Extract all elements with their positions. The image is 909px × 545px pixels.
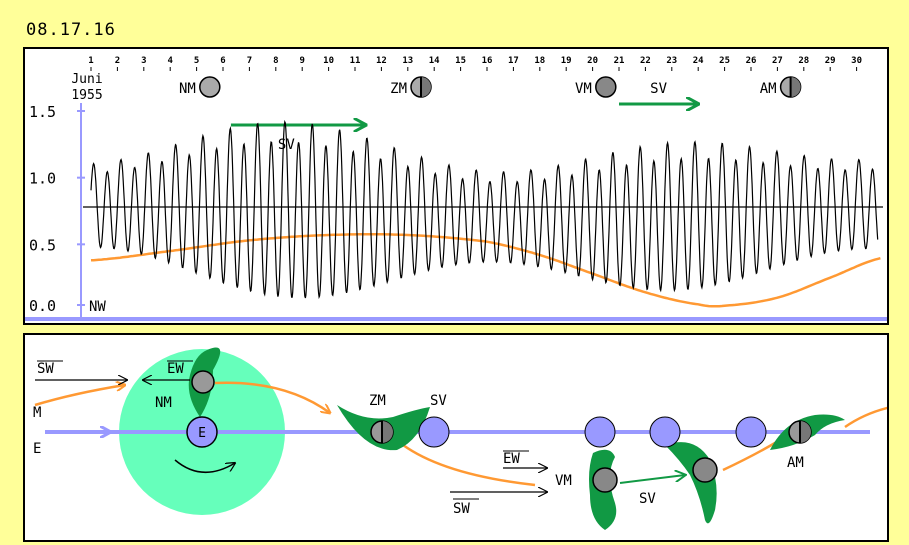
label-am: AM <box>787 455 804 471</box>
day-tick-label: 18 <box>534 56 545 66</box>
label-nm: NM <box>155 395 172 411</box>
moon-path-5 <box>844 406 887 429</box>
day-tick-label: 8 <box>273 56 278 66</box>
moon-phase-label: ZM <box>390 81 407 97</box>
label-m: M <box>33 405 41 421</box>
earth-position-1 <box>418 416 450 448</box>
day-tick-label: 30 <box>851 56 862 66</box>
label-zm: ZM <box>369 393 386 409</box>
earth-position-4 <box>735 416 767 448</box>
day-tick-label: 22 <box>640 56 651 66</box>
day-tick-label: 28 <box>798 56 809 66</box>
day-tick-label: 11 <box>350 56 361 66</box>
day-tick-label: 3 <box>141 56 146 66</box>
day-tick-label: 14 <box>429 56 440 66</box>
moon-4 <box>692 457 718 483</box>
y-tick-label: 1.0 <box>29 170 56 188</box>
earth-position-2 <box>584 416 616 448</box>
label-sw-right: SW <box>453 501 470 517</box>
moon-zm <box>370 420 394 444</box>
label-ew-right: EW <box>503 451 520 467</box>
moon-phase-marker <box>595 76 617 98</box>
label-vm: VM <box>555 473 572 489</box>
day-tick-label: 19 <box>561 56 572 66</box>
day-tick-label: 4 <box>167 56 173 66</box>
moon-path-2 <box>214 381 330 413</box>
baseline-label: NW <box>89 299 106 315</box>
tide-chart-panel: 0.0 0.5 1.0 1.5 NW 1 2 3 4 5 6 7 8 9 10 11 12 13 14 15 16 17 1… <box>23 47 889 325</box>
day-tick-label: 6 <box>220 56 225 66</box>
earth-center <box>186 416 218 448</box>
label-e: E <box>33 441 41 457</box>
day-tick-label: 5 <box>194 56 199 66</box>
day-tick-label: 23 <box>666 56 677 66</box>
tidal-bulge-2 <box>665 442 717 524</box>
label-sw-left: SW <box>37 361 54 377</box>
day-tick-label: 2 <box>115 56 120 66</box>
day-tick-label: 25 <box>719 56 730 66</box>
day-tick-label: 7 <box>247 56 252 66</box>
day-tick-label: 13 <box>402 56 413 66</box>
moon-phase-label: AM <box>760 81 777 97</box>
moon-phase-label: VM <box>575 81 592 97</box>
day-tick-label: 16 <box>482 56 493 66</box>
day-tick-label: 29 <box>825 56 836 66</box>
moon-am <box>788 420 812 444</box>
moon-orbit-diagram: E SW EW M E NM ZM SV EW VM SW SV AM <box>33 347 887 530</box>
earth-rotation-arrow <box>174 459 235 474</box>
day-tick-label: 21 <box>614 56 625 66</box>
moon-phase-marker <box>199 76 221 98</box>
y-tick-label: 1.5 <box>29 103 56 121</box>
moon-orbit-diagram-panel: E SW EW M E NM ZM SV EW VM SW SV AM <box>23 333 889 542</box>
y-tick-label: 0.5 <box>29 236 56 254</box>
earth-position-3 <box>649 416 681 448</box>
day-tick-label: 17 <box>508 56 519 66</box>
date-code: 08.17.16 <box>26 20 116 40</box>
moon-path-1 <box>34 385 125 407</box>
day-tick-label: 15 <box>455 56 466 66</box>
day-tick-label: 20 <box>587 56 598 66</box>
label-sv-top: SV <box>430 393 447 409</box>
day-tick-label: 26 <box>746 56 757 66</box>
day-tick-label: 27 <box>772 56 783 66</box>
day-tick-label: 9 <box>299 56 304 66</box>
earth-center-label: E <box>198 426 206 441</box>
label-sv-bottom: SV <box>639 491 656 507</box>
label-ew-left: EW <box>167 361 184 377</box>
spring-tide-label: SV <box>650 81 667 97</box>
moon-phase-label: NM <box>179 81 196 97</box>
day-tick-label: 12 <box>376 56 387 66</box>
day-tick-label: 10 <box>323 56 334 66</box>
month-label: Juni <box>71 72 102 87</box>
moon-path-3 <box>402 443 536 487</box>
sv-arrow-diagram <box>619 475 685 484</box>
moon-phase-shade <box>421 77 431 97</box>
moon-nm <box>191 370 215 394</box>
moon-vm <box>592 467 618 493</box>
moon-phase-shade <box>790 77 801 97</box>
day-tick-label: 1 <box>88 56 93 66</box>
tide-line <box>90 119 879 300</box>
year-label: 1955 <box>71 88 102 103</box>
y-tick-label: 0.0 <box>29 297 56 315</box>
day-tick-label: 24 <box>693 56 704 66</box>
